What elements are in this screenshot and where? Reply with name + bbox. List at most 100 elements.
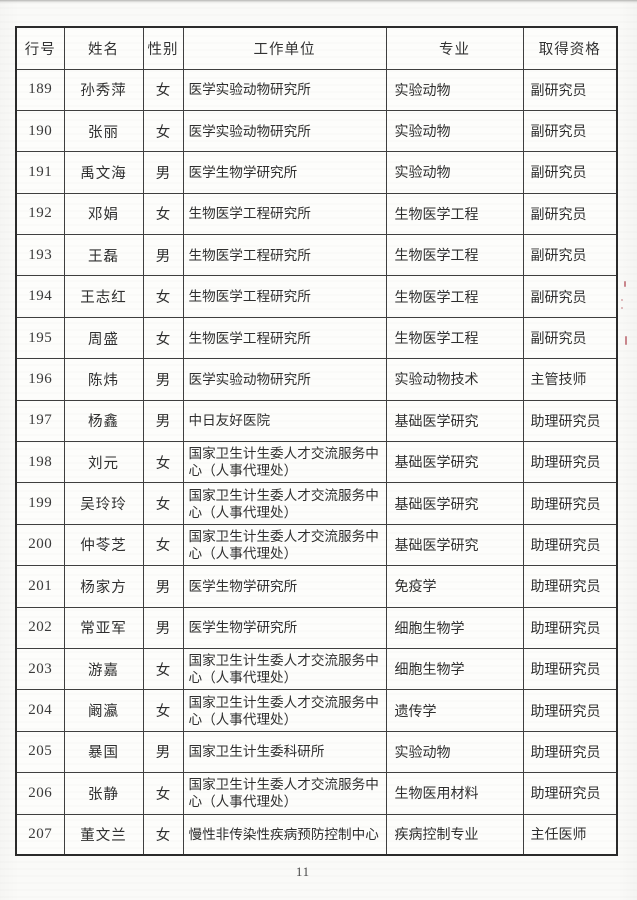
- cell-name: 周盛: [63, 316, 144, 360]
- cell-work-unit: 国家卫生计生委人才交流服务中心（人事代理处）: [182, 689, 387, 732]
- cell-major: 生物医学工程: [385, 316, 524, 360]
- cell-name: 董文兰: [63, 813, 144, 856]
- scan-artifact-mark: [625, 336, 627, 345]
- table-body: 189 孙秀萍 女 医学实验动物研究所 实验动物 副研究员 190 张丽 女 医…: [15, 68, 618, 856]
- cell-row-number: 200: [15, 523, 65, 567]
- cell-row-number: 197: [15, 399, 65, 443]
- personnel-qualification-table: 行号 姓名 性别 工作单位 专业 取得资格 189 孙秀萍 女 医学实验动物研究…: [15, 26, 618, 857]
- cell-qualification: 助理研究员: [522, 399, 618, 443]
- cell-row-number: 192: [15, 192, 65, 236]
- cell-gender: 女: [142, 523, 184, 567]
- cell-row-number: 198: [15, 441, 65, 484]
- table-row: 207 董文兰 女 慢性非传染性疾病预防控制中心 疾病控制专业 主任医师: [15, 813, 618, 856]
- cell-work-unit: 国家卫生计生委人才交流服务中心（人事代理处）: [182, 482, 387, 525]
- cell-name: 王磊: [63, 234, 144, 277]
- cell-gender: 男: [142, 565, 184, 608]
- table-row: 189 孙秀萍 女 医学实验动物研究所 实验动物 副研究员: [15, 68, 618, 111]
- cell-row-number: 201: [15, 565, 65, 608]
- cell-work-unit: 中日友好医院: [182, 399, 387, 443]
- cell-qualification: 主管技师: [522, 358, 618, 401]
- cell-gender: 男: [142, 606, 184, 649]
- cell-name: 游嘉: [63, 647, 144, 691]
- cell-major: 遗传学: [385, 689, 524, 732]
- cell-gender: 男: [142, 399, 184, 443]
- table-row: 206 张静 女 国家卫生计生委人才交流服务中心（人事代理处） 生物医用材料 助…: [15, 772, 618, 815]
- cell-work-unit: 医学实验动物研究所: [182, 109, 387, 153]
- cell-major: 生物医用材料: [385, 772, 524, 815]
- table-row: 202 常亚军 男 医学生物学研究所 细胞生物学 助理研究员: [15, 606, 618, 649]
- cell-qualification: 助理研究员: [522, 441, 618, 484]
- cell-name: 杨家方: [63, 565, 144, 608]
- cell-work-unit: 生物医学工程研究所: [182, 316, 387, 360]
- table-row: 191 禹文海 男 医学生物学研究所 实验动物 副研究员: [15, 151, 618, 194]
- cell-major: 实验动物: [385, 109, 524, 153]
- cell-major: 基础医学研究: [385, 482, 524, 525]
- cell-name: 张丽: [63, 109, 144, 153]
- cell-major: 细胞生物学: [385, 647, 524, 691]
- header-qualification: 取得资格: [522, 26, 618, 70]
- cell-name: 仲苓芝: [63, 523, 144, 567]
- cell-major: 基础医学研究: [385, 441, 524, 484]
- header-major: 专业: [385, 26, 524, 70]
- table-row: 198 刘元 女 国家卫生计生委人才交流服务中心（人事代理处） 基础医学研究 助…: [15, 441, 618, 484]
- cell-gender: 女: [142, 441, 184, 484]
- cell-qualification: 副研究员: [522, 68, 618, 111]
- cell-qualification: 副研究员: [522, 234, 618, 277]
- cell-major: 免疫学: [385, 565, 524, 608]
- table-row: 197 杨鑫 男 中日友好医院 基础医学研究 助理研究员: [15, 399, 618, 443]
- scan-artifact-mark: [624, 281, 626, 287]
- cell-name: 杨鑫: [63, 399, 144, 443]
- cell-work-unit: 医学实验动物研究所: [182, 68, 387, 111]
- cell-major: 基础医学研究: [385, 523, 524, 567]
- cell-row-number: 190: [15, 109, 65, 153]
- cell-major: 实验动物技术: [385, 358, 524, 401]
- cell-gender: 女: [142, 482, 184, 525]
- cell-major: 生物医学工程: [385, 275, 524, 318]
- cell-name: 孙秀萍: [63, 68, 144, 111]
- cell-gender: 女: [142, 813, 184, 856]
- table-row: 199 吴玲玲 女 国家卫生计生委人才交流服务中心（人事代理处） 基础医学研究 …: [15, 482, 618, 525]
- cell-work-unit: 生物医学工程研究所: [182, 234, 387, 277]
- cell-work-unit: 医学实验动物研究所: [182, 358, 387, 401]
- cell-gender: 男: [142, 234, 184, 277]
- cell-major: 生物医学工程: [385, 234, 524, 277]
- cell-name: 常亚军: [63, 606, 144, 649]
- cell-name: 王志红: [63, 275, 144, 318]
- table-row: 204 阚瀛 女 国家卫生计生委人才交流服务中心（人事代理处） 遗传学 助理研究…: [15, 689, 618, 732]
- cell-qualification: 助理研究员: [522, 772, 618, 815]
- cell-row-number: 194: [15, 275, 65, 318]
- cell-row-number: 193: [15, 234, 65, 277]
- cell-qualification: 助理研究员: [522, 482, 618, 525]
- cell-name: 阚瀛: [63, 689, 144, 732]
- table-header: 行号 姓名 性别 工作单位 专业 取得资格: [15, 26, 618, 70]
- cell-row-number: 207: [15, 813, 65, 856]
- cell-qualification: 助理研究员: [522, 647, 618, 691]
- cell-qualification: 助理研究员: [522, 606, 618, 649]
- cell-qualification: 副研究员: [522, 316, 618, 360]
- table-row: 201 杨家方 男 医学生物学研究所 免疫学 助理研究员: [15, 565, 618, 608]
- cell-row-number: 205: [15, 730, 65, 774]
- cell-major: 细胞生物学: [385, 606, 524, 649]
- cell-gender: 女: [142, 647, 184, 691]
- table-row: 192 邓娟 女 生物医学工程研究所 生物医学工程 副研究员: [15, 192, 618, 236]
- cell-name: 吴玲玲: [63, 482, 144, 525]
- cell-gender: 女: [142, 316, 184, 360]
- cell-qualification: 副研究员: [522, 151, 618, 194]
- cell-work-unit: 医学生物学研究所: [182, 151, 387, 194]
- table-row: 190 张丽 女 医学实验动物研究所 实验动物 副研究员: [15, 109, 618, 153]
- cell-qualification: 助理研究员: [522, 689, 618, 732]
- cell-name: 刘元: [63, 441, 144, 484]
- cell-gender: 女: [142, 689, 184, 732]
- cell-major: 疾病控制专业: [385, 813, 524, 856]
- cell-work-unit: 国家卫生计生委科研所: [182, 730, 387, 774]
- table-row: 203 游嘉 女 国家卫生计生委人才交流服务中心（人事代理处） 细胞生物学 助理…: [15, 647, 618, 691]
- cell-work-unit: 国家卫生计生委人才交流服务中心（人事代理处）: [182, 523, 387, 567]
- cell-qualification: 助理研究员: [522, 565, 618, 608]
- cell-gender: 男: [142, 730, 184, 774]
- cell-qualification: 副研究员: [522, 275, 618, 318]
- cell-name: 张静: [63, 772, 144, 815]
- cell-row-number: 203: [15, 647, 65, 691]
- page-number: 11: [296, 865, 311, 879]
- cell-qualification: 副研究员: [522, 192, 618, 236]
